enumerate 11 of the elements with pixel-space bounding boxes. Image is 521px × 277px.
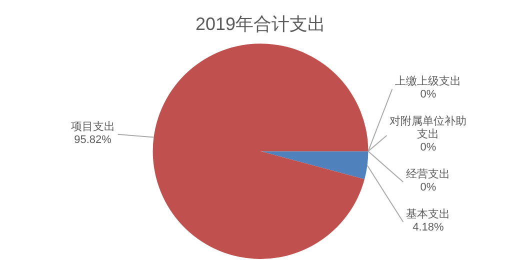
category-label: 上缴上级支出 xyxy=(395,76,462,88)
slice-label: 基本支出 xyxy=(406,208,450,221)
text: 0% xyxy=(420,142,436,154)
slice-label: 项目支出 xyxy=(70,120,115,133)
category-label: 经营支出 xyxy=(406,168,450,181)
chart-title: 2019年合计支出 xyxy=(195,14,326,34)
category-label: 对附属单位补助支出 xyxy=(390,116,467,141)
text: 0% xyxy=(420,88,436,101)
data-label: 4.18% xyxy=(412,222,444,234)
data-label: 95.82% xyxy=(74,134,112,146)
text: 0% xyxy=(420,182,436,194)
